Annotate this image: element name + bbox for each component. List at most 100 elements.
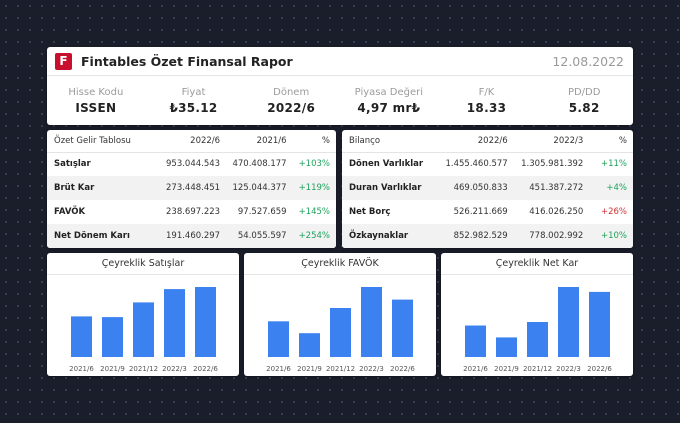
x-tick-label: 2022/3 [556, 365, 581, 373]
bar-2021-6 [465, 325, 486, 357]
table-row: Özkaynaklar 852.982.529 778.002.992 +10% [342, 224, 633, 248]
bar-2022-3 [361, 287, 382, 357]
table-row: Net Dönem Karı 191.460.297 54.055.597 +2… [47, 224, 336, 248]
row-label: Net Borç [349, 207, 391, 217]
fintables-logo-icon: F [55, 52, 72, 70]
balance-sheet-card: Bilanço 2022/6 2022/3 % Dönen Varlıklar … [342, 130, 633, 248]
x-tick-label: 2022/3 [359, 365, 384, 373]
metric-value: 2022/6 [267, 100, 316, 115]
table-cell: 451.387.272 [513, 176, 590, 200]
change-percent: +11% [600, 159, 627, 170]
row-label: Satışlar [54, 159, 91, 170]
report-header-card: F Fintables Özet Finansal Rapor 12.08.20… [47, 47, 633, 125]
metric-value: ISSEN [75, 100, 117, 115]
change-percent: +103% [298, 159, 330, 170]
bar-2021-6 [71, 316, 92, 357]
bar-2021-12 [133, 302, 154, 357]
table-row: Satışlar 953.044.543 470.408.177 +103% [47, 152, 336, 176]
quarterly-ebitda-chart: 2021/6 2021/9 2021/12 2022/3 2022/6 [266, 287, 415, 373]
table-row: Brüt Kar 273.448.451 125.044.377 +119% [47, 176, 336, 200]
table-row: Dönen Varlıklar 1.455.460.577 1.305.981.… [342, 152, 633, 176]
column-header: 2022/3 [513, 130, 590, 153]
x-tick-label: 2021/6 [69, 365, 94, 373]
metric-label: PD/DD [567, 86, 601, 98]
row-label: FAVÖK [54, 207, 86, 217]
change-percent: +254% [292, 224, 336, 248]
x-tick-label: 2022/3 [162, 365, 187, 373]
bar-2021-9 [102, 317, 123, 357]
bar-2021-6 [268, 321, 289, 357]
x-tick-label: 2022/6 [587, 365, 612, 373]
report-title: Fintables Özet Finansal Rapor [81, 53, 293, 69]
quarterly-sales-chart: 2021/6 2021/9 2021/12 2022/3 2022/6 [69, 287, 218, 373]
table-header-row: Özet Gelir Tablosu 2022/6 2021/6 % [47, 130, 336, 153]
column-header: 2021/6 [226, 130, 293, 153]
metric-stock-code: Hisse Kodu ISSEN [47, 87, 145, 115]
table-cell: 125.044.377 [226, 176, 293, 200]
x-tick-label: 2021/12 [129, 365, 158, 373]
bar-2021-9 [496, 337, 517, 357]
change-percent: +4% [589, 176, 633, 200]
table-row: FAVÖK 238.697.223 97.527.659 +145% [47, 200, 336, 224]
column-header: 2022/6 [159, 130, 227, 153]
change-percent: +145% [298, 207, 330, 217]
table-cell: 238.697.223 [166, 207, 221, 217]
table-cell: 416.026.250 [529, 207, 584, 217]
change-percent: +119% [292, 176, 336, 200]
row-label: Dönen Varlıklar [349, 159, 424, 170]
quarterly-net-profit-chart: 2021/6 2021/9 2021/12 2022/3 2022/6 [463, 287, 612, 373]
bar-2022-3 [164, 289, 185, 357]
change-percent: +26% [600, 207, 627, 217]
report-date: 12.08.2022 [552, 53, 624, 69]
table-cell: 526.211.669 [453, 207, 508, 217]
metric-pb-ratio: PD/DD 5.82 [535, 87, 633, 115]
metric-market-cap: Piyasa Değeri 4,97 mr₺ [340, 87, 438, 115]
x-tick-label: 2022/6 [390, 365, 415, 373]
quarterly-net-profit-chart-card: Çeyreklik Net Kar 2021/6 2021/9 2021/12 202… [441, 253, 633, 376]
metric-period: Dönem 2022/6 [242, 87, 340, 115]
income-statement-table: Özet Gelir Tablosu 2022/6 2021/6 % Satış… [47, 130, 336, 248]
table-cell: 778.002.992 [513, 224, 590, 248]
row-label: Özkaynaklar [342, 224, 439, 248]
bar-2022-3 [558, 287, 579, 357]
table-cell: 273.448.451 [159, 176, 227, 200]
header-bar: F Fintables Özet Finansal Rapor 12.08.20… [47, 47, 633, 76]
metric-value: 18.33 [466, 100, 507, 115]
table-cell: 953.044.543 [166, 159, 221, 170]
balance-sheet-table: Bilanço 2022/6 2022/3 % Dönen Varlıklar … [342, 130, 633, 248]
table-cell: 1.455.460.577 [445, 159, 508, 170]
x-tick-label: 2021/9 [297, 365, 322, 373]
metric-value: 4,97 mr₺ [357, 100, 421, 115]
x-tick-label: 2021/9 [100, 365, 125, 373]
chart-title: Çeyreklik FAVÖK [244, 253, 436, 275]
bar-2022-6 [392, 299, 413, 357]
metric-label: Dönem [273, 86, 310, 98]
table-cell: 191.460.297 [159, 224, 227, 248]
table-row: Duran Varlıklar 469.050.833 451.387.272 … [342, 176, 633, 200]
bar-2021-9 [299, 333, 320, 357]
table-cell: 469.050.833 [438, 176, 514, 200]
bar-2021-12 [527, 322, 548, 357]
column-header: 2022/6 [438, 130, 514, 153]
column-header: % [292, 130, 336, 153]
metric-value: 5.82 [568, 100, 600, 115]
row-label: Net Dönem Karı [47, 224, 160, 248]
table-row: Net Borç 526.211.669 416.026.250 +26% [342, 200, 633, 224]
bar-2022-6 [589, 291, 610, 357]
table-cell: 1.305.981.392 [521, 159, 584, 170]
bar-2022-6 [195, 287, 216, 357]
quarterly-ebitda-chart-card: Çeyreklik FAVÖK 2021/6 2021/9 2021/12 2022/… [244, 253, 436, 376]
column-header: Özet Gelir Tablosu [47, 130, 160, 153]
table-cell: 97.527.659 [237, 207, 287, 217]
x-tick-label: 2021/12 [326, 365, 355, 373]
metric-value: ₺35.12 [169, 100, 218, 115]
x-tick-label: 2021/6 [463, 365, 488, 373]
x-tick-label: 2021/9 [494, 365, 519, 373]
income-statement-card: Özet Gelir Tablosu 2022/6 2021/6 % Satış… [47, 130, 336, 248]
bar-2021-12 [330, 308, 351, 357]
row-label: Brüt Kar [47, 176, 160, 200]
table-header-row: Bilanço 2022/6 2022/3 % [342, 130, 633, 153]
x-tick-label: 2021/12 [523, 365, 552, 373]
chart-title: Çeyreklik Satışlar [47, 253, 239, 275]
table-cell: 54.055.597 [226, 224, 293, 248]
